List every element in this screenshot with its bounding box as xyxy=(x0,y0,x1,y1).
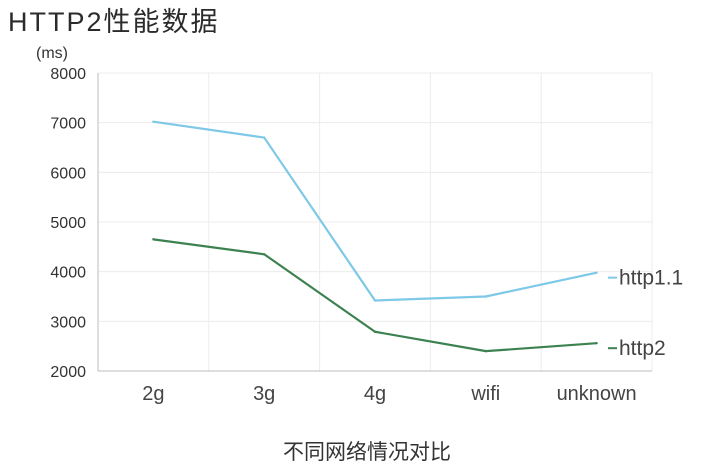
x-tick-label: 4g xyxy=(364,383,386,405)
legend-label: http1.1 xyxy=(619,267,683,290)
series-line-http2 xyxy=(153,238,597,353)
x-tick-label: 2g xyxy=(142,383,164,405)
axis xyxy=(97,73,652,372)
x-axis-label: 不同网络情况对比 xyxy=(283,441,451,464)
data-point xyxy=(152,120,155,123)
series-lines xyxy=(152,120,598,353)
y-tick-label: 8000 xyxy=(50,66,86,83)
y-tick-label: 3000 xyxy=(50,314,86,331)
data-point xyxy=(152,238,155,241)
data-point xyxy=(263,253,266,256)
y-tick-label: 5000 xyxy=(50,215,86,232)
y-tick-label: 6000 xyxy=(50,165,86,182)
y-axis-unit: (ms) xyxy=(36,45,68,62)
data-point xyxy=(595,341,598,345)
x-tick-label: unknown xyxy=(557,383,637,405)
x-tick-label: 3g xyxy=(253,383,275,405)
data-point xyxy=(263,136,266,139)
legend-label: http2 xyxy=(619,337,666,360)
y-tick-label: 2000 xyxy=(50,364,86,381)
legend: http1.1 http2 xyxy=(608,267,683,360)
x-tick-labels: 2g 3g 4g wifi unknown xyxy=(142,383,636,405)
y-tick-label: 7000 xyxy=(50,116,86,133)
data-point xyxy=(373,330,377,333)
x-tick-label: wifi xyxy=(470,383,500,405)
grid xyxy=(98,72,653,371)
y-tick-label: 4000 xyxy=(50,265,86,282)
series-line-http11 xyxy=(153,120,597,302)
data-point xyxy=(484,295,487,298)
data-point xyxy=(373,299,377,302)
data-point xyxy=(595,271,598,274)
chart-title: HTTP2性能数据 xyxy=(8,7,220,37)
y-tick-labels: 8000 7000 6000 5000 4000 3000 2000 xyxy=(50,66,86,381)
data-point xyxy=(484,349,487,353)
